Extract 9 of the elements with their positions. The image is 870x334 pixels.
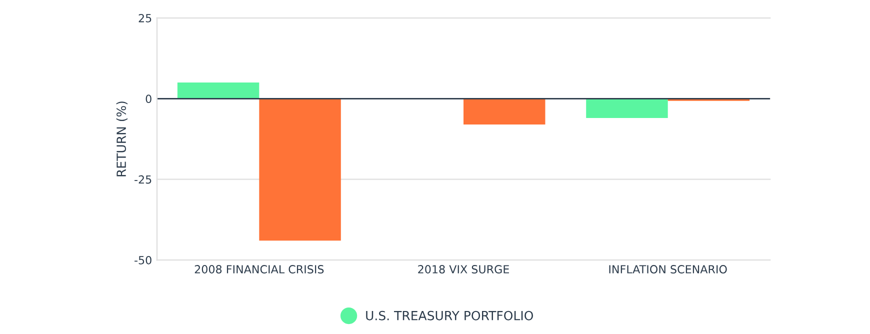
y-axis-title: RETURN (%): [116, 102, 128, 176]
y-tick-label: -25: [134, 175, 152, 184]
x-tick-label: 2008 FINANCIAL CRISIS: [194, 265, 324, 274]
y-tick-label: 0: [146, 94, 152, 104]
y-tick-label: 25: [138, 14, 152, 22]
x-tick-label: INFLATION SCENARIO: [609, 265, 727, 274]
y-tick-label: -50: [134, 256, 152, 264]
legend-label: U.S. TREASURY PORTFOLIO: [366, 310, 534, 320]
x-tick-label: 2018 VIX SURGE: [418, 265, 509, 274]
